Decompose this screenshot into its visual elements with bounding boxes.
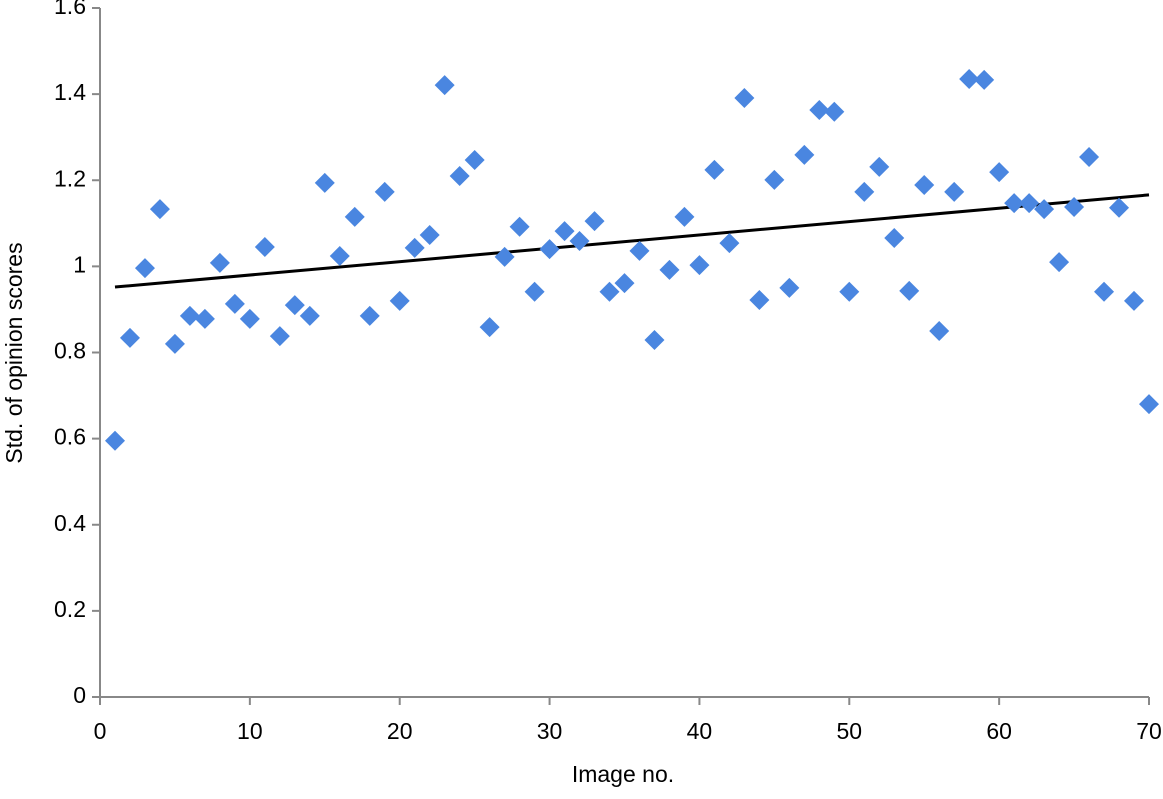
point bbox=[584, 211, 605, 232]
point bbox=[464, 150, 485, 171]
y-tick-label: 1.4 bbox=[54, 79, 86, 105]
point bbox=[374, 181, 395, 202]
point bbox=[179, 305, 200, 326]
point bbox=[1079, 146, 1100, 167]
point bbox=[899, 280, 920, 301]
point bbox=[299, 305, 320, 326]
point bbox=[1049, 252, 1070, 273]
point bbox=[1034, 199, 1055, 220]
point bbox=[614, 273, 635, 294]
y-tick-label: 1.2 bbox=[54, 165, 86, 191]
point bbox=[449, 165, 470, 186]
point bbox=[404, 237, 425, 258]
point bbox=[914, 174, 935, 195]
point bbox=[149, 199, 170, 220]
point bbox=[764, 169, 785, 190]
point bbox=[1004, 193, 1025, 214]
point bbox=[269, 326, 290, 347]
x-tick-label: 70 bbox=[1136, 718, 1162, 744]
y-tick-label: 0.4 bbox=[54, 510, 86, 536]
point bbox=[674, 206, 695, 227]
point bbox=[104, 430, 125, 451]
point bbox=[134, 258, 155, 279]
point bbox=[344, 206, 365, 227]
point bbox=[629, 240, 650, 261]
point bbox=[779, 277, 800, 298]
y-tick-label: 0.2 bbox=[54, 596, 86, 622]
point bbox=[854, 181, 875, 202]
point bbox=[719, 233, 740, 254]
point bbox=[1124, 290, 1145, 311]
x-tick-label: 30 bbox=[537, 718, 563, 744]
trend-line bbox=[114, 193, 1150, 289]
point bbox=[1064, 196, 1085, 217]
point bbox=[884, 227, 905, 248]
point bbox=[164, 333, 185, 354]
point bbox=[494, 246, 515, 267]
x-tick-label: 60 bbox=[986, 718, 1012, 744]
x-tick-label: 40 bbox=[687, 718, 713, 744]
point bbox=[959, 69, 980, 90]
point bbox=[734, 88, 755, 109]
point bbox=[359, 305, 380, 326]
y-tick-label: 0 bbox=[73, 682, 86, 708]
y-tick-label: 0.6 bbox=[54, 424, 86, 450]
point bbox=[284, 295, 305, 316]
point bbox=[824, 101, 845, 122]
point bbox=[839, 281, 860, 302]
point bbox=[749, 289, 770, 310]
point bbox=[524, 281, 545, 302]
point bbox=[209, 252, 230, 273]
y-tick-label: 1 bbox=[73, 251, 86, 277]
point bbox=[239, 308, 260, 329]
point bbox=[1094, 281, 1115, 302]
y-tick-label: 0.8 bbox=[54, 338, 86, 364]
x-tick-label: 0 bbox=[94, 718, 107, 744]
point bbox=[1019, 193, 1040, 214]
x-tick-label: 50 bbox=[836, 718, 862, 744]
point bbox=[479, 317, 500, 338]
point bbox=[419, 224, 440, 245]
y-tick-label: 1.6 bbox=[54, 0, 86, 19]
point bbox=[944, 181, 965, 202]
point bbox=[1139, 394, 1159, 415]
point bbox=[254, 236, 275, 257]
x-axis-label: Image no. bbox=[572, 761, 674, 787]
point bbox=[224, 293, 245, 314]
point bbox=[1109, 197, 1130, 218]
point bbox=[599, 281, 620, 302]
x-tick-label: 20 bbox=[387, 718, 413, 744]
point bbox=[194, 308, 215, 329]
point bbox=[809, 100, 830, 121]
point bbox=[539, 239, 560, 260]
point bbox=[119, 327, 140, 348]
y-axis-label: Std. of opinion scores bbox=[1, 242, 27, 463]
point bbox=[689, 255, 710, 276]
point bbox=[989, 162, 1010, 183]
point bbox=[704, 159, 725, 180]
x-tick-label: 10 bbox=[237, 718, 263, 744]
point bbox=[434, 75, 455, 96]
point bbox=[314, 172, 335, 193]
point bbox=[869, 156, 890, 177]
point bbox=[554, 221, 575, 242]
point bbox=[509, 216, 530, 237]
point bbox=[929, 320, 950, 341]
point bbox=[974, 69, 995, 90]
point bbox=[389, 290, 410, 311]
point bbox=[329, 246, 350, 267]
point bbox=[644, 330, 665, 351]
point bbox=[794, 144, 815, 165]
point bbox=[659, 259, 680, 280]
point bbox=[569, 230, 590, 251]
